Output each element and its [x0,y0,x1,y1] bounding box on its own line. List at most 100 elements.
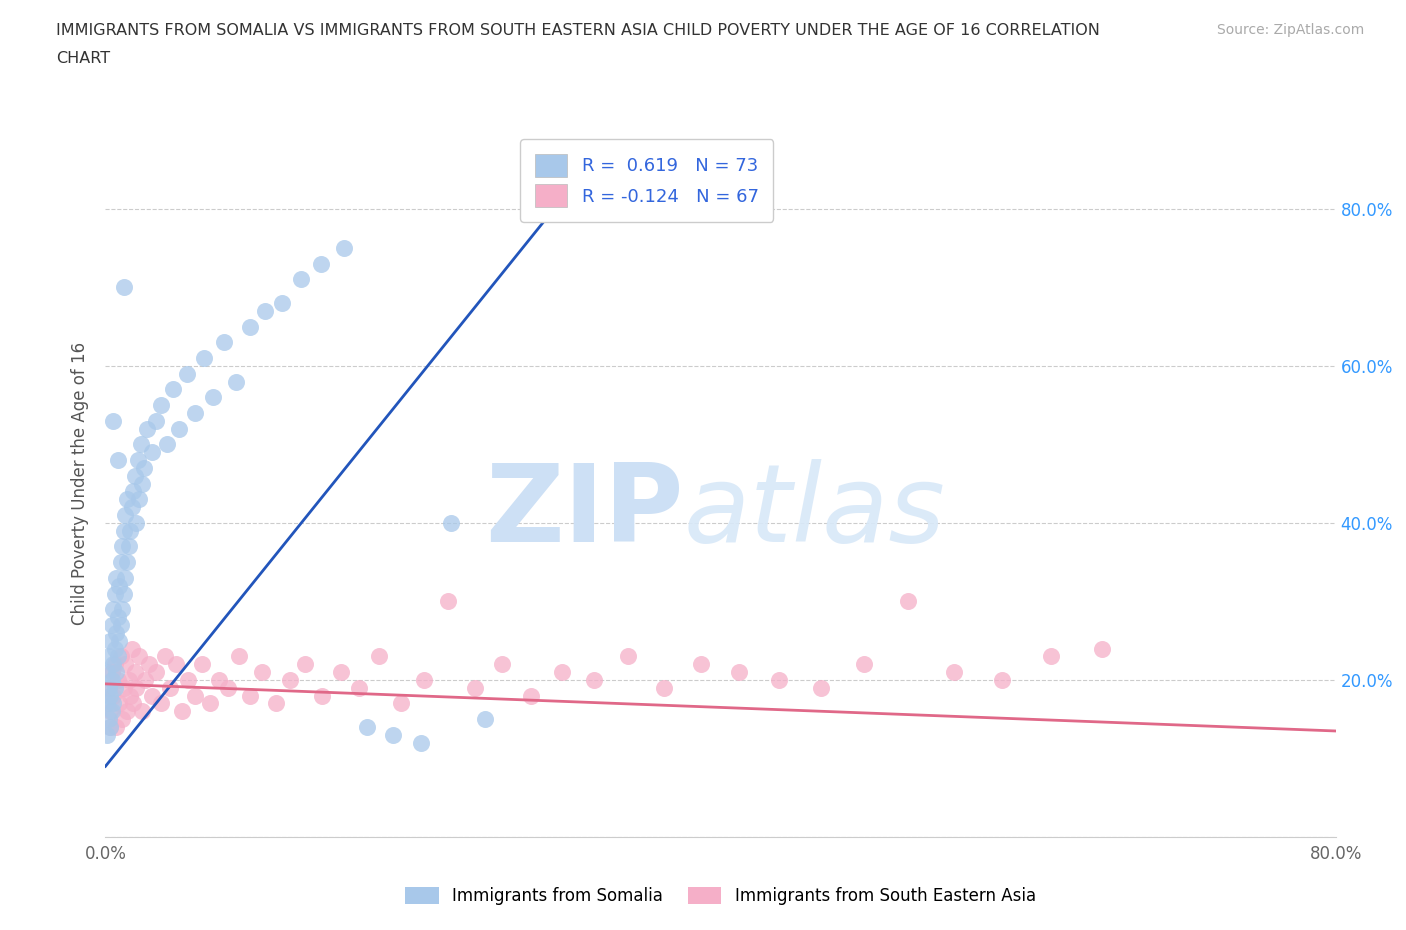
Point [98,720,121,735]
Point [897,594,920,609]
Point [107,610,129,625]
Point [141,445,163,459]
Point [104,641,127,656]
Point [115,554,138,569]
Point [311,688,333,703]
Point [193,351,215,365]
Point [177,672,200,687]
Point [107,649,129,664]
Point [105,625,128,640]
Point [132,460,155,475]
Point [183,688,205,703]
Point [127,453,149,468]
Point [155,649,177,664]
Point [149,696,172,711]
Point [551,665,574,680]
Point [169,421,191,436]
Point [128,492,150,507]
Point [110,649,132,664]
Point [333,241,356,256]
Point [271,296,294,311]
Point [156,437,179,452]
Point [107,453,129,468]
Point [136,421,159,436]
Point [105,720,128,735]
Point [96,727,118,742]
Point [440,515,463,530]
Point [117,539,139,554]
Text: atlas: atlas [683,459,946,565]
Point [114,570,136,585]
Point [768,672,790,687]
Point [98,704,121,719]
Point [108,578,131,593]
Point [98,688,121,703]
Point [202,390,225,405]
Point [389,696,412,711]
Point [1040,649,1063,664]
Point [121,641,143,656]
Point [520,688,543,703]
Point [110,554,132,569]
Point [112,524,135,538]
Point [131,476,153,491]
Point [239,319,262,334]
Point [104,657,127,671]
Point [100,672,122,687]
Point [290,272,312,286]
Point [652,681,675,696]
Point [329,665,352,680]
Text: CHART: CHART [56,51,110,66]
Point [100,665,122,680]
Point [464,681,486,696]
Point [309,257,332,272]
Point [112,681,135,696]
Point [111,539,134,554]
Point [254,303,277,318]
Point [145,665,167,680]
Legend: Immigrants from Somalia, Immigrants from South Eastern Asia: Immigrants from Somalia, Immigrants from… [396,879,1045,913]
Point [101,657,124,671]
Point [121,499,143,514]
Point [122,484,145,498]
Point [347,681,370,696]
Point [278,672,301,687]
Point [114,657,136,671]
Point [165,657,187,671]
Point [104,586,127,601]
Point [112,280,135,295]
Point [368,649,391,664]
Point [107,672,129,687]
Point [810,681,832,696]
Point [97,681,120,696]
Point [149,398,172,413]
Point [134,672,156,687]
Point [125,515,148,530]
Point [191,657,214,671]
Point [212,335,235,350]
Point [138,657,160,671]
Point [105,570,128,585]
Point [101,688,124,703]
Point [208,672,231,687]
Point [108,696,131,711]
Point [228,649,250,664]
Point [583,672,606,687]
Point [101,413,124,428]
Point [100,618,122,632]
Point [141,688,163,703]
Y-axis label: Child Poverty Under the Age of 16: Child Poverty Under the Age of 16 [72,342,90,625]
Point [474,711,496,726]
Point [97,681,120,696]
Point [101,602,124,617]
Point [131,704,153,719]
Point [728,665,751,680]
Point [852,657,875,671]
Point [101,696,124,711]
Point [198,696,221,711]
Point [1091,641,1114,656]
Point [225,374,247,389]
Point [491,657,513,671]
Point [239,688,262,703]
Text: IMMIGRANTS FROM SOMALIA VS IMMIGRANTS FROM SOUTH EASTERN ASIA CHILD POVERTY UNDE: IMMIGRANTS FROM SOMALIA VS IMMIGRANTS FR… [56,23,1099,38]
